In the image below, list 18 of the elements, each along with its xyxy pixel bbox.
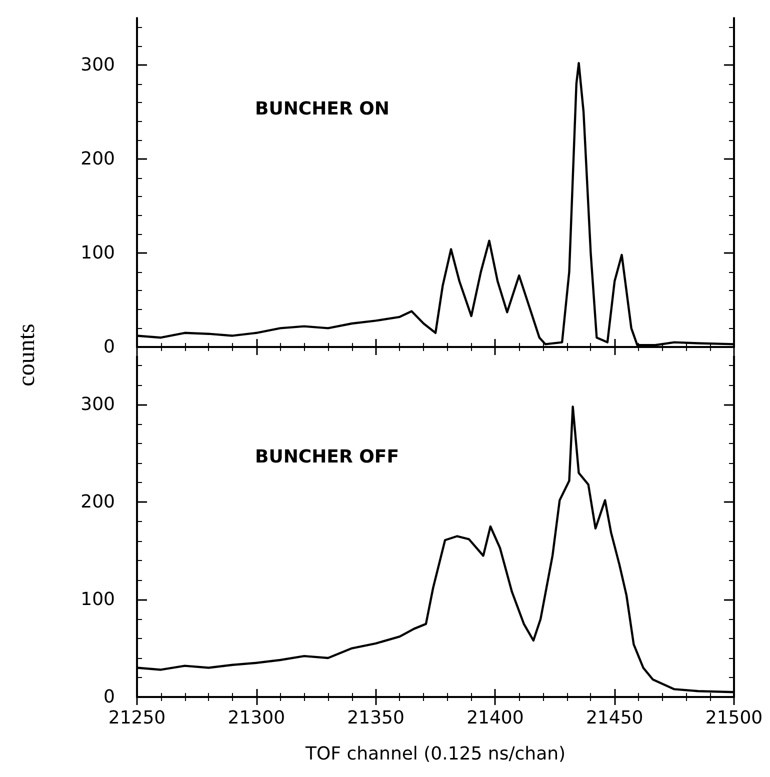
y-tick-label: 200 [80,148,115,170]
y-tick-label: 100 [80,242,115,264]
y-tick-label: 0 [104,686,115,708]
x-tick-label: 21250 [108,708,166,728]
x-tick-label: 21300 [228,708,286,728]
annotation: BUNCHER ON [255,98,390,120]
y-axis-title: counts [14,324,42,386]
y-tick-label: 300 [80,54,115,76]
y-tick-label: 100 [80,589,115,610]
x-axis-title: TOF channel (0.125 ns/chan) [304,744,566,764]
y-tick-label: 200 [80,492,115,513]
y-tick-label: 300 [80,394,115,416]
x-tick-label: 21450 [586,708,644,728]
x-tick-label: 21500 [705,708,763,728]
annotation: BUNCHER OFF [255,446,399,468]
y-tick-label: 0 [104,336,115,358]
x-tick-label: 21400 [466,708,524,728]
x-tick-label: 21350 [347,708,404,728]
